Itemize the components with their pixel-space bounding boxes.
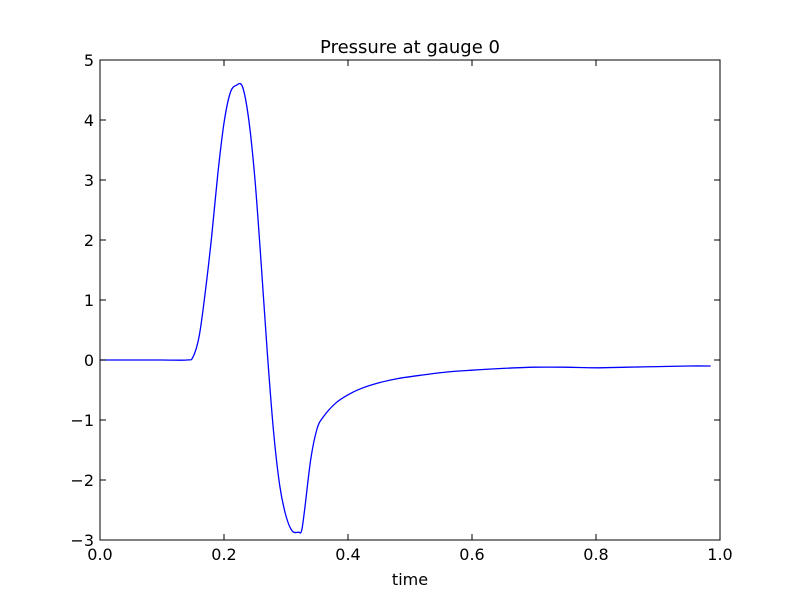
plot-area: [100, 82, 711, 534]
x-axis-label: time: [392, 570, 428, 589]
y-tick-label: 3: [84, 171, 94, 190]
y-tick-label: −1: [70, 411, 94, 430]
axes-frame: [99, 59, 721, 541]
series-line: [100, 82, 711, 534]
y-tick-label: −2: [70, 471, 94, 490]
x-tick-label: 0.2: [211, 545, 236, 564]
x-tick-label: 0.0: [87, 545, 112, 564]
y-tick-label: 1: [84, 291, 94, 310]
x-tick-label: 1.0: [707, 545, 732, 564]
y-tick-label: 5: [84, 51, 94, 70]
y-tick-label: 4: [84, 111, 94, 130]
y-tick-label: 0: [84, 351, 94, 370]
y-tick-label: 2: [84, 231, 94, 250]
chart-title: Pressure at gauge 0: [320, 37, 500, 58]
x-tick-label: 0.4: [335, 545, 360, 564]
x-tick-label: 0.8: [583, 545, 608, 564]
x-tick-label: 0.6: [459, 545, 484, 564]
y-tick-label: −3: [70, 531, 94, 550]
axis-ticks: 0.0 0.2 0.4 0.6 0.8 1.0 5 4 3 2 1 0 −1 −2 −3: [70, 51, 732, 564]
